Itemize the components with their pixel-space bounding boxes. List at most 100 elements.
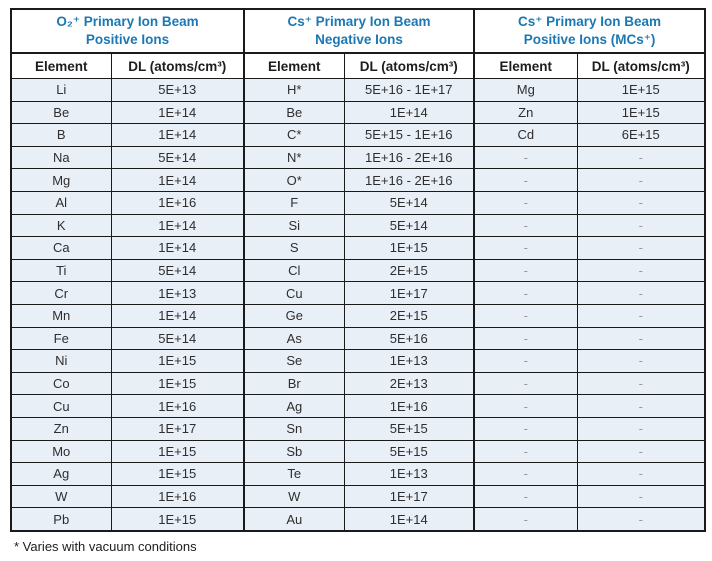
element-cell: - [473, 168, 578, 192]
table-row: Mo 1E+15 Sb 5E+15- - [10, 439, 706, 464]
table-row: Ca 1E+14 S 1E+15- - [10, 236, 706, 260]
element-cell: Na [10, 145, 112, 170]
table-row: B 1E+14 C* 5E+15 - 1E+16 Cd 6E+15 [10, 123, 706, 147]
element-cell: - [473, 303, 578, 328]
dl-value-cell: 1E+16 [110, 394, 245, 418]
element-cell: - [473, 326, 578, 351]
element-cell: Au [243, 507, 345, 532]
dl-value-cell: - [576, 213, 706, 238]
table-row: Mg 1E+14 O* 1E+16 - 2E+16- - [10, 168, 706, 192]
dl-value-cell: 1E+16 [110, 190, 245, 215]
element-cell: Mn [10, 303, 112, 328]
dl-value-cell: 1E+14 [110, 303, 245, 328]
table-row: Be 1E+14 Be 1E+14 Zn 1E+15 [10, 100, 706, 125]
element-cell: Si [243, 213, 345, 238]
dl-value-cell: - [576, 168, 706, 192]
dl-value-cell: - [576, 462, 706, 486]
element-cell: Ag [243, 394, 345, 418]
element-cell: - [473, 462, 578, 486]
dl-value-cell: - [576, 145, 706, 170]
dl-value-cell: 1E+15 [343, 236, 475, 260]
element-cell: Sb [243, 439, 345, 464]
dl-value-cell: - [576, 326, 706, 351]
dl-value-cell: 5E+13 [110, 78, 245, 102]
dl-value-cell: - [576, 416, 706, 441]
dl-value-cell: 1E+17 [110, 416, 245, 441]
element-cell: Fe [10, 326, 112, 351]
element-cell: Sn [243, 416, 345, 441]
table-row: Na 5E+14 N* 1E+16 - 2E+16- - [10, 145, 706, 170]
group-title-line2: Negative Ions [315, 32, 403, 47]
dl-value-cell: 2E+15 [343, 258, 475, 283]
element-cell: - [473, 439, 578, 464]
dl-value-cell: 1E+15 [110, 439, 245, 464]
table-body: Li 5E+13 H* 5E+16 - 1E+17 Mg 1E+15 Be 1E+14 Be 1E… [10, 78, 706, 532]
column-header-dl: DL (atoms/cm³) [576, 52, 706, 79]
group-title-line1: Cs⁺ Primary Ion Beam [518, 14, 661, 30]
element-cell: K [10, 213, 112, 238]
element-cell: Zn [10, 416, 112, 441]
dl-value-cell: 5E+14 [343, 213, 475, 238]
dl-value-cell: 5E+15 - 1E+16 [343, 123, 475, 147]
group-header-o2-positive: O₂⁺ Primary Ion Beam Positive Ions [10, 8, 245, 54]
dl-value-cell: - [576, 258, 706, 283]
element-cell: W [243, 484, 345, 509]
table-row: Mn 1E+14 Ge 2E+15- - [10, 303, 706, 328]
element-cell: Cu [243, 281, 345, 305]
element-cell: - [473, 371, 578, 396]
group-header-cs-negative: Cs⁺ Primary Ion Beam Negative Ions [243, 8, 475, 54]
dl-value-cell: 6E+15 [576, 123, 706, 147]
column-header-row: Element DL (atoms/cm³) Element DL (atoms… [10, 52, 706, 79]
element-cell: Pb [10, 507, 112, 532]
dl-value-cell: 1E+16 - 2E+16 [343, 168, 475, 192]
dl-value-cell: 5E+15 [343, 439, 475, 464]
element-cell: - [473, 145, 578, 170]
element-cell: Cr [10, 281, 112, 305]
element-cell: O* [243, 168, 345, 192]
element-cell: - [473, 281, 578, 305]
element-cell: - [473, 213, 578, 238]
table-row: Cu 1E+16 Ag 1E+16- - [10, 394, 706, 418]
group-title-line1: Cs⁺ Primary Ion Beam [287, 14, 431, 30]
dl-value-cell: 1E+15 [110, 349, 245, 373]
table-header: O₂⁺ Primary Ion Beam Positive Ions Cs⁺ P… [10, 8, 706, 79]
element-cell: Be [10, 100, 112, 125]
element-cell: Cd [473, 123, 578, 147]
table-row: Zn 1E+17 Sn 5E+15- - [10, 416, 706, 441]
element-cell: Ag [10, 462, 112, 486]
element-cell: - [473, 484, 578, 509]
group-title-line1: O₂⁺ Primary Ion Beam [56, 14, 199, 30]
group-title-line2: Positive Ions [85, 32, 170, 47]
table-row: K 1E+14 Si 5E+14- - [10, 213, 706, 238]
element-cell: Se [243, 349, 345, 373]
dl-value-cell: 1E+15 [110, 462, 245, 486]
column-header-element: Element [10, 52, 112, 79]
table-row: W 1E+16 W 1E+17- - [10, 484, 706, 509]
dl-value-cell: - [576, 349, 706, 373]
element-cell: Mg [10, 168, 112, 192]
column-header-dl: DL (atoms/cm³) [343, 52, 475, 79]
dl-value-cell: 1E+15 [110, 507, 245, 532]
group-title-line2: Positive Ions (MCs⁺) [523, 32, 656, 47]
dl-value-cell: 1E+13 [343, 349, 475, 373]
element-cell: - [473, 394, 578, 418]
dl-value-cell: 1E+17 [343, 484, 475, 509]
dl-value-cell: 1E+15 [110, 371, 245, 396]
table-row: Pb 1E+15 Au 1E+14- - [10, 507, 706, 532]
element-cell: - [473, 507, 578, 532]
element-cell: Al [10, 190, 112, 215]
dl-value-cell: 1E+13 [110, 281, 245, 305]
table-row: Co 1E+15 Br 2E+13- - [10, 371, 706, 396]
dl-value-cell: 1E+14 [110, 123, 245, 147]
dl-value-cell: 1E+14 [343, 507, 475, 532]
element-cell: W [10, 484, 112, 509]
dl-value-cell: 1E+16 - 2E+16 [343, 145, 475, 170]
dl-value-cell: 1E+14 [110, 213, 245, 238]
group-header-cs-mcs-positive: Cs⁺ Primary Ion Beam Positive Ions (MCs⁺… [473, 8, 706, 54]
element-cell: Ca [10, 236, 112, 260]
element-cell: Ge [243, 303, 345, 328]
element-cell: H* [243, 78, 345, 102]
dl-value-cell: 2E+15 [343, 303, 475, 328]
dl-value-cell: 1E+14 [110, 100, 245, 125]
